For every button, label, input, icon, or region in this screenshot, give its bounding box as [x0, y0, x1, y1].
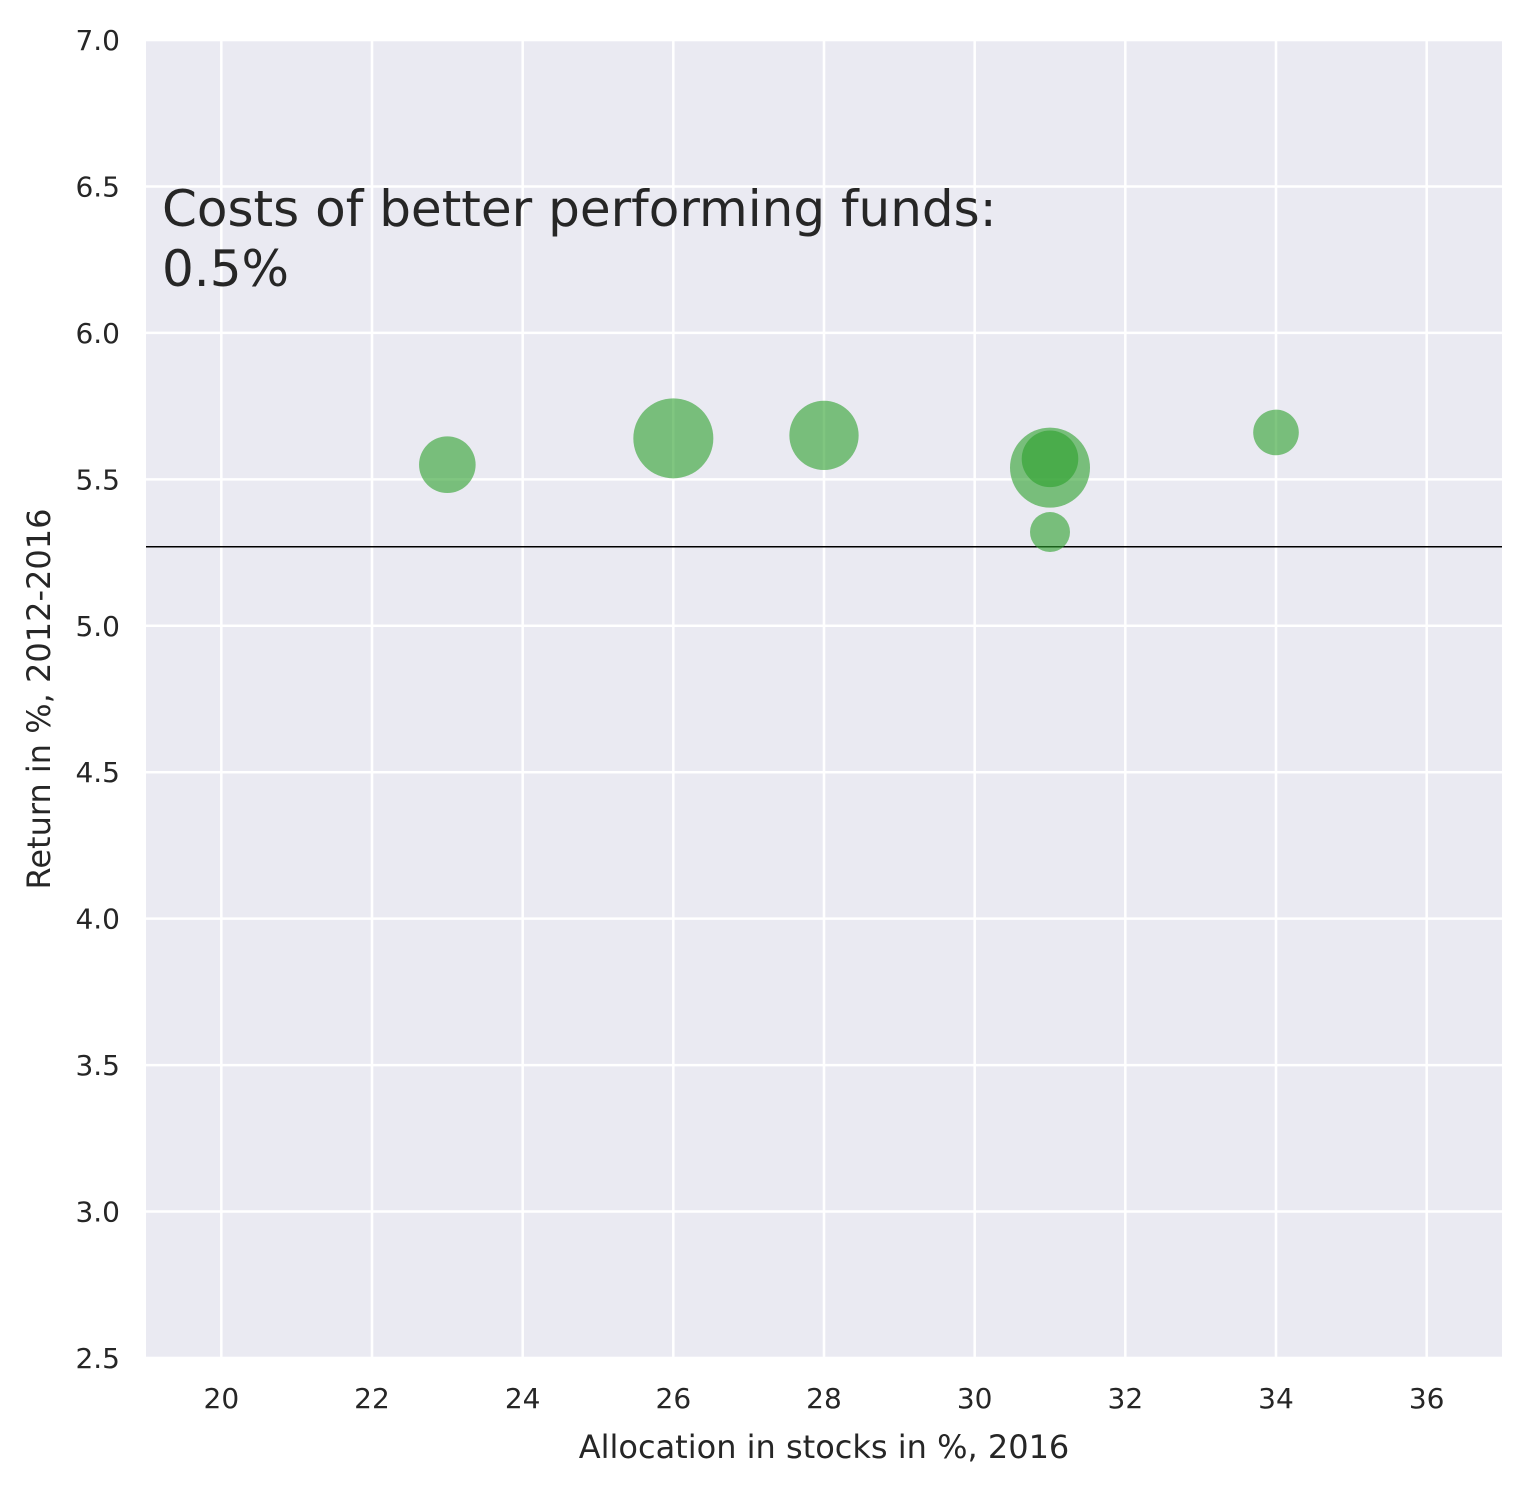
x-tick-label: 20	[204, 1382, 240, 1415]
y-axis-label: Return in %, 2012-2016	[20, 509, 58, 890]
scatter-point	[633, 398, 714, 479]
y-tick-label: 4.0	[75, 903, 120, 936]
annotation: Costs of better performing funds: 0.5%	[162, 180, 997, 298]
y-tick-label: 6.5	[75, 170, 120, 203]
x-tick-label: 24	[505, 1382, 541, 1415]
y-tick-label: 6.0	[75, 317, 120, 350]
scatter-point	[1021, 430, 1079, 488]
x-tick-label: 36	[1409, 1382, 1445, 1415]
scatter-point	[1253, 409, 1299, 456]
y-tick-label: 3.5	[75, 1049, 120, 1082]
data-points	[419, 398, 1299, 553]
scatter-point	[1030, 512, 1070, 553]
y-tick-label: 5.0	[75, 610, 120, 643]
annotation-line-2: 0.5%	[162, 240, 289, 298]
y-tick-label: 2.5	[75, 1342, 120, 1375]
x-tick-label: 22	[354, 1382, 390, 1415]
x-tick-label: 28	[806, 1382, 842, 1415]
x-tick-labels: 20 22 24 26 28 30 32 34 36	[204, 1382, 1445, 1415]
y-tick-label: 4.5	[75, 756, 120, 789]
y-tick-label: 3.0	[75, 1196, 120, 1229]
x-tick-label: 26	[656, 1382, 692, 1415]
y-tick-label: 5.5	[75, 463, 120, 496]
annotation-line-1: Costs of better performing funds:	[162, 180, 997, 238]
x-tick-label: 30	[957, 1382, 993, 1415]
gridlines	[146, 38, 1502, 1360]
x-tick-label: 32	[1108, 1382, 1144, 1415]
scatter-point	[419, 436, 476, 493]
scatter-point	[789, 400, 859, 471]
x-tick-label: 34	[1258, 1382, 1294, 1415]
x-axis-label: Allocation in stocks in %, 2016	[579, 1428, 1070, 1466]
y-tick-label: 7.0	[75, 24, 120, 57]
y-tick-labels: 2.5 3.0 3.5 4.0 4.5 5.0 5.5 6.0 6.5 7.0	[75, 24, 120, 1375]
